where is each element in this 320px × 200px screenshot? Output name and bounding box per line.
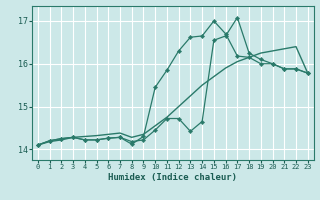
- X-axis label: Humidex (Indice chaleur): Humidex (Indice chaleur): [108, 173, 237, 182]
